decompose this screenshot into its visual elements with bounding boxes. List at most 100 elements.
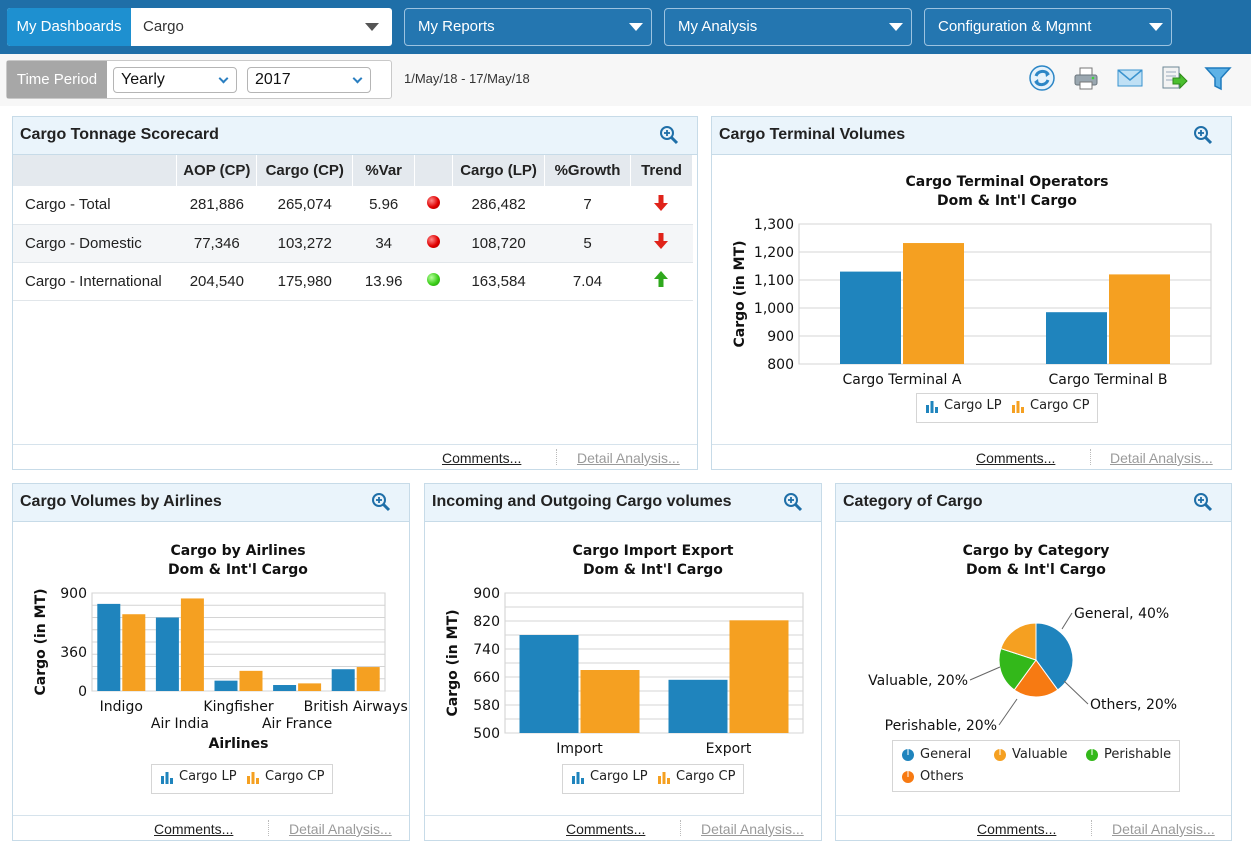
bar-cp[interactable] [903, 243, 964, 364]
label-connector [1061, 612, 1073, 630]
bar-lp[interactable] [97, 603, 121, 691]
y-tick-label: 900 [473, 586, 500, 602]
pie-slice-others[interactable] [1013, 659, 1059, 698]
y-tick-label: 660 [473, 670, 500, 686]
trend-cell [630, 186, 693, 225]
chart-subtitle: Dom & Int'l Cargo [937, 193, 1077, 209]
bar-lp[interactable] [155, 617, 179, 692]
comments-link[interactable]: Comments... [566, 821, 646, 837]
zoom-in-icon[interactable] [1193, 125, 1213, 145]
bar-lp[interactable] [331, 669, 355, 691]
table-row[interactable]: Cargo - Domestic 77,346 103,272 34 108,720 5 [13, 224, 693, 263]
pie-slice-valuable[interactable] [1000, 622, 1037, 661]
x-axis-label: Airlines [209, 736, 269, 752]
y-axis-label: Cargo (in MT) [732, 240, 748, 347]
bar-chart-icon [161, 771, 173, 784]
legend-item-cp[interactable]: Cargo CP [246, 769, 324, 784]
divider [1090, 449, 1091, 465]
zoom-in-icon[interactable] [659, 125, 679, 145]
bar-lp[interactable] [214, 680, 238, 691]
pie-slice-perishable[interactable] [998, 647, 1037, 691]
zoom-in-icon[interactable] [1193, 492, 1213, 512]
legend-item-lp[interactable]: Cargo LP [160, 769, 237, 784]
my-reports-label: My Reports [418, 18, 495, 35]
zoom-in-icon[interactable] [783, 492, 803, 512]
legend-item-valuable[interactable]: Valuable [993, 747, 1068, 762]
column-header: AOP (CP) [176, 155, 258, 186]
category-panel: Category of Cargo Cargo by Category Dom &… [835, 483, 1232, 841]
filter-icon[interactable] [1203, 63, 1233, 93]
my-reports-menu[interactable]: My Reports [404, 8, 652, 46]
refresh-icon[interactable] [1027, 63, 1057, 93]
legend-item-cp[interactable]: Cargo CP [1011, 398, 1089, 413]
bar-lp[interactable] [840, 271, 901, 364]
detail-analysis-link[interactable]: Detail Analysis... [1110, 450, 1213, 466]
bar-cp[interactable] [580, 670, 640, 733]
filter-bar: Time Period Yearly 2017 1/May/18 - 17/Ma… [0, 54, 1251, 106]
import-export-panel: Incoming and Outgoing Cargo volumes Carg… [424, 483, 822, 841]
bar-cp[interactable] [239, 670, 263, 691]
bar-lp[interactable] [1046, 312, 1107, 364]
configuration-menu[interactable]: Configuration & Mgmnt [924, 8, 1172, 46]
table-cell: 163,584 [452, 262, 545, 301]
chevron-down-icon [629, 23, 643, 31]
table-row[interactable]: Cargo - International 204,540 175,980 13.96… [13, 262, 693, 301]
bar-cp[interactable] [122, 614, 146, 691]
my-analysis-label: My Analysis [678, 18, 758, 35]
panel-footer: Comments... Detail Analysis... [13, 815, 409, 840]
bar-lp[interactable] [668, 679, 728, 733]
bar-lp[interactable] [273, 685, 297, 691]
zoom-in-icon[interactable] [371, 492, 391, 512]
pie-slice-general[interactable] [1035, 622, 1074, 691]
panel-header: Cargo Terminal Volumes [712, 117, 1231, 155]
legend-item-cp[interactable]: Cargo CP [657, 769, 735, 784]
legend-item-lp[interactable]: Cargo LP [925, 398, 1002, 413]
comments-link[interactable]: Comments... [442, 450, 522, 466]
bar-cp[interactable] [298, 683, 322, 691]
legend-item-lp[interactable]: Cargo LP [571, 769, 648, 784]
detail-analysis-link[interactable]: Detail Analysis... [289, 821, 392, 837]
legend-item-others[interactable]: Others [901, 769, 964, 784]
category-pie-chart: Cargo by Category Dom & Int'l Cargo Genera… [868, 543, 1177, 734]
email-icon[interactable] [1115, 63, 1145, 93]
dashboard-selector[interactable]: My Dashboards Cargo [7, 8, 392, 46]
legend-label: Perishable [1104, 747, 1172, 762]
bar-cp[interactable] [356, 667, 380, 691]
bar-cp[interactable] [1109, 274, 1170, 364]
comments-link[interactable]: Comments... [977, 821, 1057, 837]
panel-footer: Comments... Detail Analysis... [425, 815, 821, 840]
dashboard-value[interactable]: Cargo [143, 18, 184, 35]
y-tick-label: 800 [767, 357, 794, 373]
detail-analysis-link[interactable]: Detail Analysis... [1112, 821, 1215, 837]
table-cell: 34 [352, 224, 415, 263]
my-dashboards-label[interactable]: My Dashboards [7, 8, 131, 46]
detail-analysis-link[interactable]: Detail Analysis... [577, 450, 680, 466]
x-tick-label: Import [556, 741, 603, 757]
bar-lp[interactable] [519, 635, 579, 733]
bar-cp[interactable] [729, 620, 789, 733]
table-cell: 13.96 [352, 262, 415, 301]
y-tick-label: 1,100 [754, 273, 794, 289]
export-icon[interactable] [1159, 63, 1189, 93]
airlines-bar-chart: Cargo by Airlines Dom & Int'l Cargo 0 360 90… [33, 543, 408, 752]
detail-analysis-link[interactable]: Detail Analysis... [701, 821, 804, 837]
period-select[interactable]: Yearly [113, 67, 237, 93]
legend-item-general[interactable]: General [901, 747, 971, 762]
comments-link[interactable]: Comments... [154, 821, 234, 837]
print-icon[interactable] [1071, 63, 1101, 93]
year-select[interactable]: 2017 [247, 67, 371, 93]
bar-cp[interactable] [180, 598, 204, 691]
panel-footer: Comments... Detail Analysis... [712, 444, 1231, 469]
legend-item-perishable[interactable]: Perishable [1085, 747, 1171, 762]
y-tick-label: 820 [473, 614, 500, 630]
x-tick-label: Air India [151, 716, 209, 732]
chevron-down-icon[interactable] [365, 23, 379, 31]
table-row[interactable]: Cargo - Total 281,886 265,074 5.96 286,482 7 [13, 186, 693, 225]
comments-link[interactable]: Comments... [976, 450, 1056, 466]
table-cell: 286,482 [452, 186, 545, 225]
panel-header: Incoming and Outgoing Cargo volumes [425, 484, 821, 522]
legend-label: Cargo LP [179, 769, 237, 784]
panel-title: Incoming and Outgoing Cargo volumes [432, 493, 732, 510]
chevron-down-icon [352, 73, 363, 84]
my-analysis-menu[interactable]: My Analysis [664, 8, 912, 46]
